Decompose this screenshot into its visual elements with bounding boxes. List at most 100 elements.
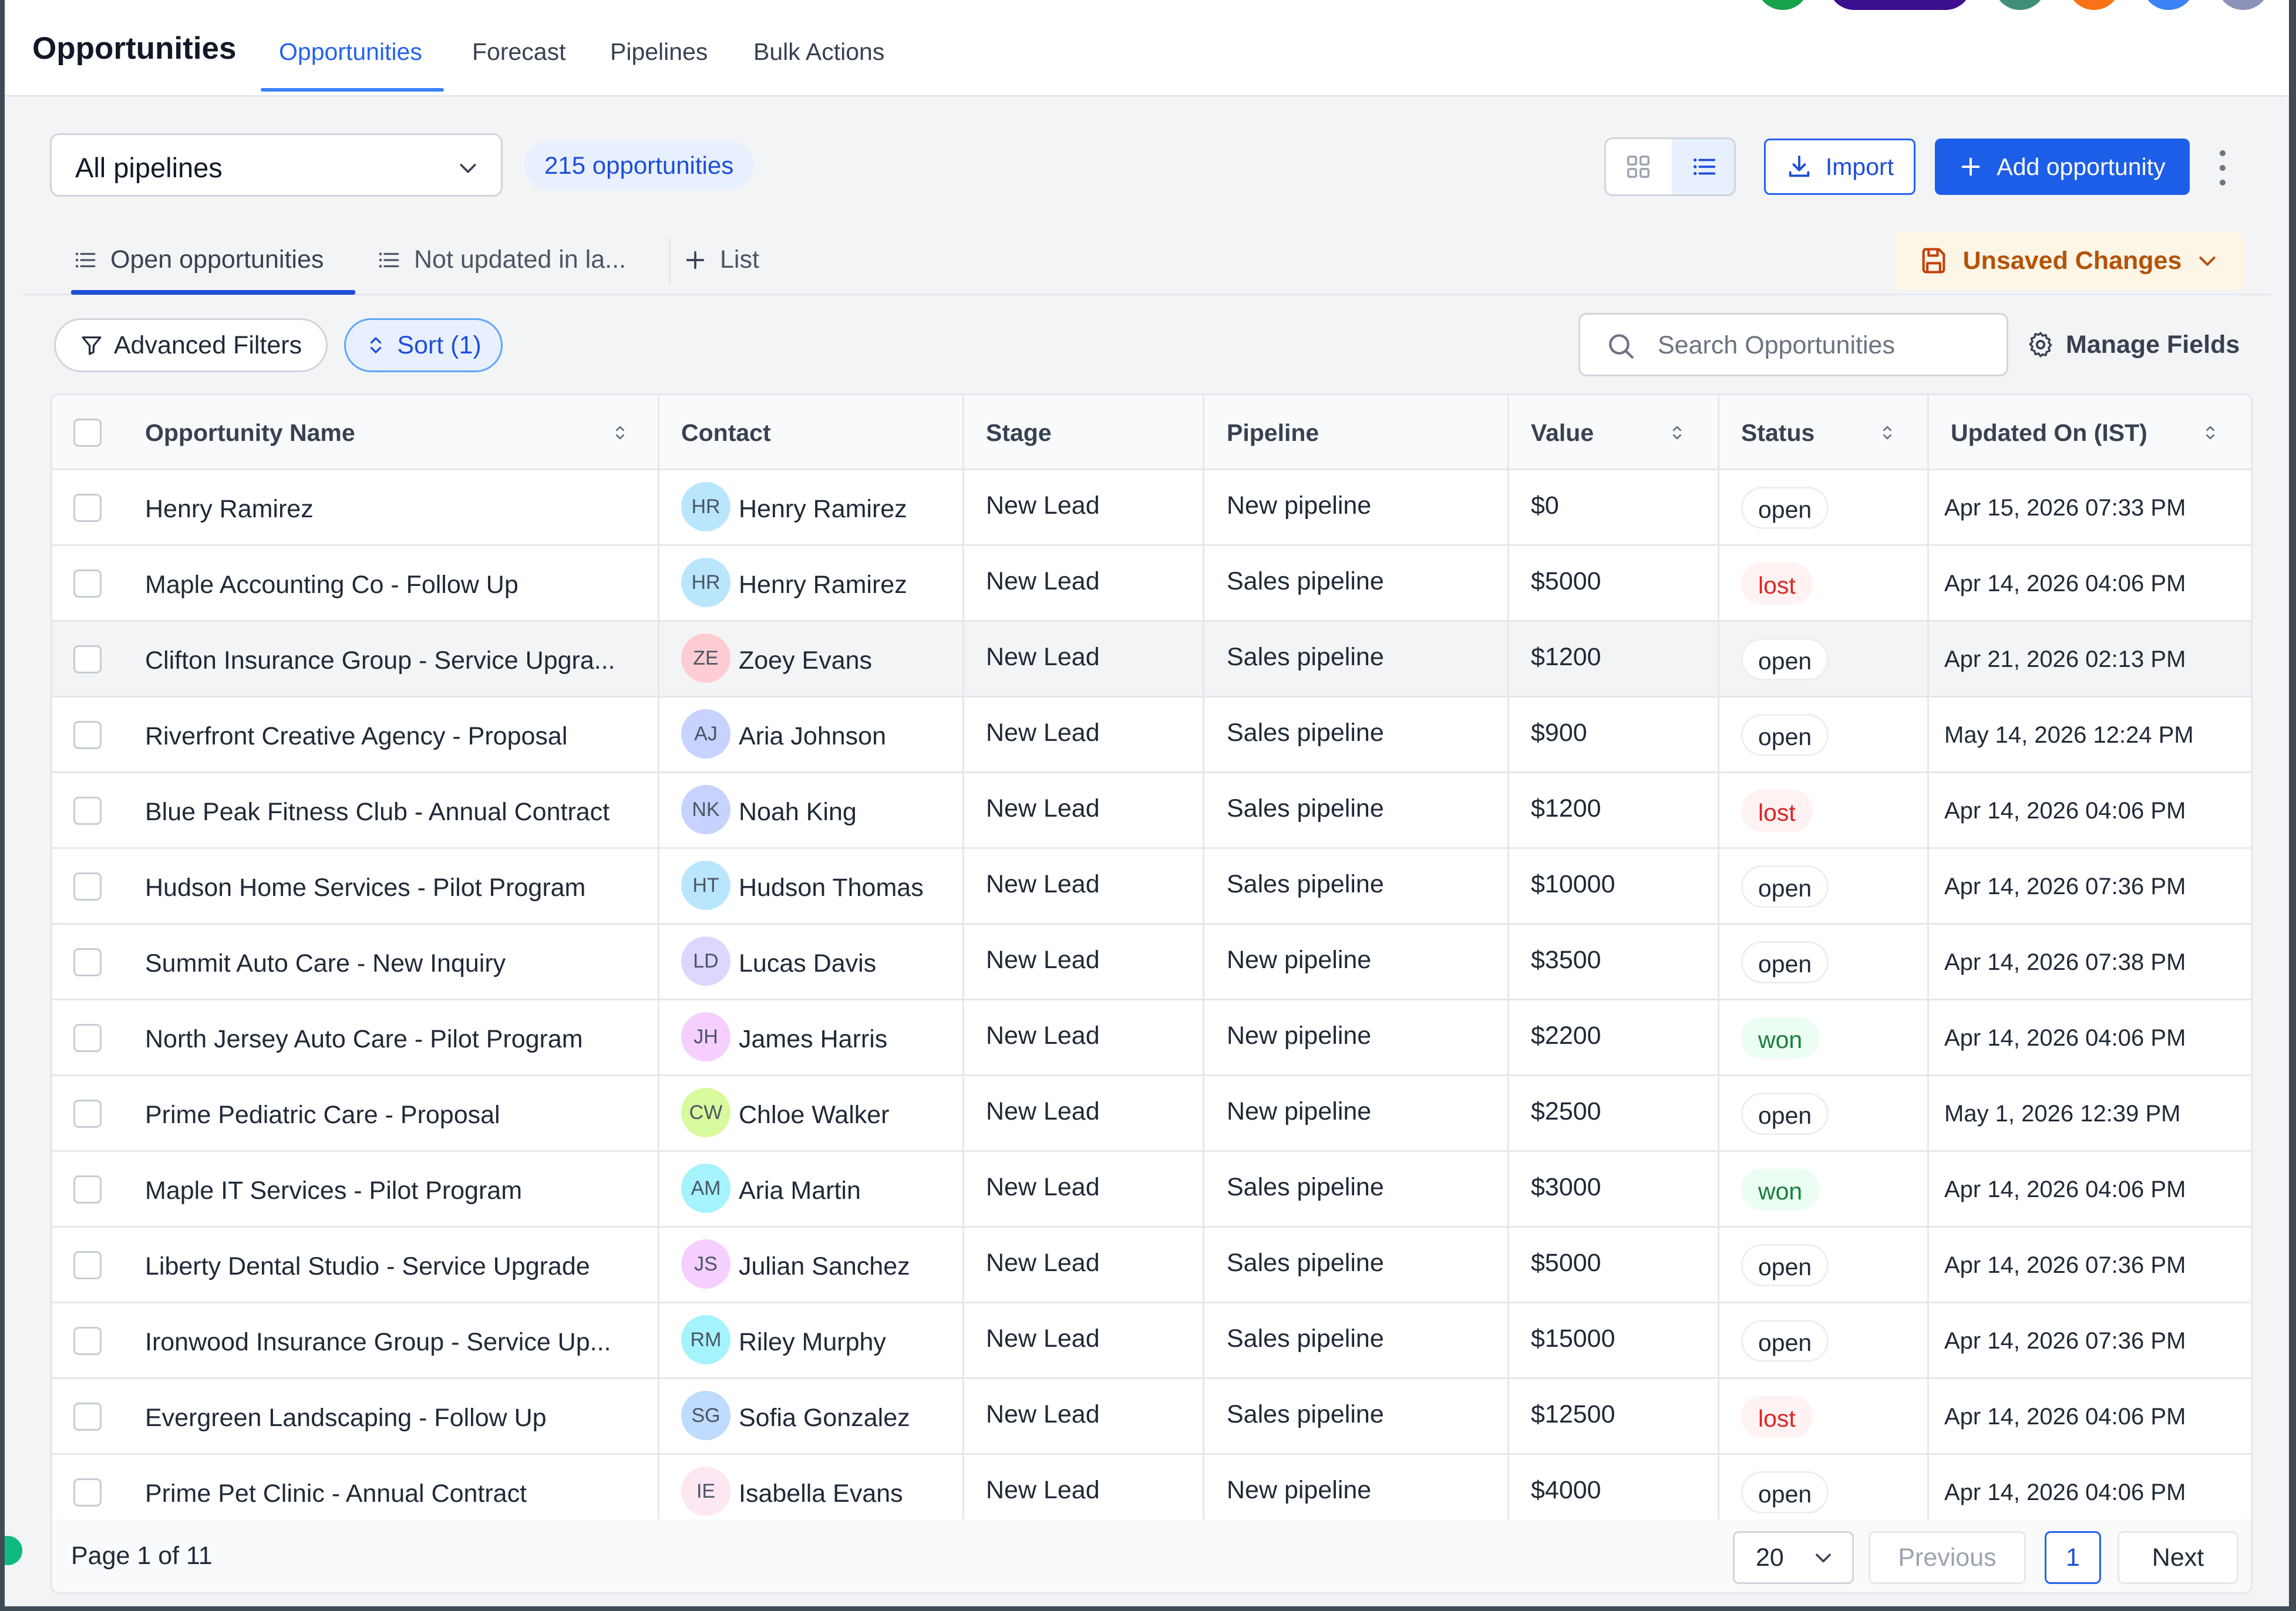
table-row[interactable]: Blue Peak Fitness Club - Annual Contract… [52,773,2251,849]
header-avatar[interactable] [2217,0,2270,10]
pipeline-select[interactable]: All pipelines [50,133,503,197]
row-checkbox[interactable] [73,1100,102,1128]
opportunity-name[interactable]: Blue Peak Fitness Club - Annual Contract [145,798,610,826]
contact-name[interactable]: Chloe Walker [739,1101,890,1129]
header-avatar[interactable] [1994,0,2046,10]
table-row[interactable]: Ironwood Insurance Group - Service Up...… [52,1303,2251,1379]
import-button[interactable]: Import [1764,139,1915,195]
column-header-status[interactable]: Status [1741,419,1815,446]
opportunity-name[interactable]: Riverfront Creative Agency - Proposal [145,722,568,750]
row-checkbox[interactable] [73,1327,102,1355]
list-view-button[interactable] [1672,139,1734,194]
advanced-filters-button[interactable]: Advanced Filters [54,318,328,372]
opportunity-name[interactable]: North Jersey Auto Care - Pilot Program [145,1025,583,1053]
list-tab-open-opportunities[interactable]: Open opportunities [73,245,324,274]
contact-name[interactable]: Riley Murphy [739,1328,886,1356]
opportunity-name[interactable]: Henry Ramirez [145,495,314,523]
list-tab-not-updated[interactable]: Not updated in la... [376,245,626,274]
grid-view-button[interactable] [1606,139,1670,194]
column-header-pipeline[interactable]: Pipeline [1227,419,1319,446]
contact-name[interactable]: Lucas Davis [739,949,877,978]
unsaved-changes-button[interactable]: Unsaved Changes [1893,231,2244,290]
table-row[interactable]: Prime Pet Clinic - Annual Contract IE Isab… [52,1455,2251,1531]
contact-name[interactable]: Isabella Evans [739,1479,903,1508]
contact-name[interactable]: Zoey Evans [739,646,873,675]
select-all-checkbox[interactable] [73,419,102,447]
tab-bulk-actions[interactable]: Bulk Actions [753,38,885,65]
sort-button[interactable]: Sort (1) [344,318,503,372]
row-checkbox[interactable] [73,872,102,901]
column-header-value[interactable]: Value [1531,419,1594,446]
contact-name[interactable]: Henry Ramirez [739,495,907,523]
more-options-icon[interactable] [2214,150,2231,186]
contact-name[interactable]: James Harris [739,1025,888,1053]
table-row[interactable]: Henry Ramirez HR Henry Ramirez New Lead New … [52,470,2251,546]
sort-toggle-icon[interactable] [2200,421,2220,444]
tab-pipelines[interactable]: Pipelines [610,38,708,65]
side-handle[interactable] [5,1536,22,1565]
header-avatar[interactable] [2068,0,2120,10]
updated-on: Apr 14, 2026 04:06 PM [1944,1177,2186,1202]
row-checkbox[interactable] [73,1251,102,1279]
opportunity-name[interactable]: Prime Pediatric Care - Proposal [145,1101,500,1129]
tab-forecast[interactable]: Forecast [472,38,566,65]
table-row[interactable]: Clifton Insurance Group - Service Upgra.… [52,622,2251,697]
table-row[interactable]: Evergreen Landscaping - Follow Up SG Sofia… [52,1379,2251,1455]
header-avatar[interactable] [1756,0,1809,10]
row-checkbox[interactable] [73,1024,102,1052]
contact-name[interactable]: Hudson Thomas [739,874,924,902]
opportunity-name[interactable]: Maple IT Services - Pilot Program [145,1177,523,1205]
previous-page-button[interactable]: Previous [1869,1531,2026,1584]
row-checkbox[interactable] [73,569,102,598]
row-checkbox[interactable] [73,494,102,522]
table-row[interactable]: Summit Auto Care - New Inquiry LD Lucas Da… [52,925,2251,1000]
add-list-button[interactable]: List [684,245,759,274]
contact-name[interactable]: Noah King [739,798,857,826]
header-badge[interactable] [1828,0,1972,10]
page-size-select[interactable]: 20 [1733,1531,1854,1584]
search-field[interactable] [1578,313,2008,376]
row-checkbox[interactable] [73,721,102,749]
table-row[interactable]: Hudson Home Services - Pilot Program HT Hu… [52,849,2251,925]
column-header-contact[interactable]: Contact [681,419,771,446]
row-checkbox[interactable] [73,645,102,673]
table-row[interactable]: North Jersey Auto Care - Pilot Program JH… [52,1000,2251,1076]
opportunity-name[interactable]: Summit Auto Care - New Inquiry [145,949,506,978]
opportunity-name[interactable]: Ironwood Insurance Group - Service Up... [145,1328,611,1356]
row-checkbox[interactable] [73,1175,102,1204]
contact-name[interactable]: Julian Sanchez [739,1252,910,1280]
header-avatar[interactable] [2142,0,2195,10]
table-row[interactable]: Maple IT Services - Pilot Program AM Aria … [52,1152,2251,1228]
column-header-opportunity-name[interactable]: Opportunity Name [145,419,355,446]
row-checkbox[interactable] [73,1403,102,1431]
row-checkbox[interactable] [73,797,102,825]
contact-name[interactable]: Sofia Gonzalez [739,1404,910,1432]
contact-name[interactable]: Henry Ramirez [739,571,907,599]
table-row[interactable]: Liberty Dental Studio - Service Upgrade J… [52,1228,2251,1303]
opportunity-name[interactable]: Maple Accounting Co - Follow Up [145,571,519,599]
contact-name[interactable]: Aria Martin [739,1177,861,1205]
row-checkbox[interactable] [73,948,102,976]
row-checkbox[interactable] [73,1478,102,1506]
opportunity-name[interactable]: Prime Pet Clinic - Annual Contract [145,1479,527,1508]
opportunity-name[interactable]: Hudson Home Services - Pilot Program [145,874,586,902]
opportunity-name[interactable]: Evergreen Landscaping - Follow Up [145,1404,547,1432]
sort-toggle-icon[interactable] [1877,421,1897,444]
sort-toggle-icon[interactable] [1667,421,1687,444]
column-header-stage[interactable]: Stage [986,419,1052,446]
manage-fields-button[interactable]: Manage Fields [2026,326,2240,363]
sort-toggle-icon[interactable] [610,421,630,444]
column-header-updated-on[interactable]: Updated On (IST) [1951,419,2147,446]
opportunity-name[interactable]: Clifton Insurance Group - Service Upgra.… [145,646,615,675]
current-page-button[interactable]: 1 [2045,1531,2101,1584]
chevron-down-icon [460,164,476,173]
search-input[interactable] [1658,328,1987,363]
table-row[interactable]: Maple Accounting Co - Follow Up HR Henry R… [52,546,2251,622]
tab-opportunities[interactable]: Opportunities [279,38,422,65]
opportunity-name[interactable]: Liberty Dental Studio - Service Upgrade [145,1252,590,1280]
table-row[interactable]: Riverfront Creative Agency - Proposal AJ A… [52,697,2251,773]
next-page-button[interactable]: Next [2117,1531,2238,1584]
table-row[interactable]: Prime Pediatric Care - Proposal CW Chloe W… [52,1076,2251,1152]
contact-name[interactable]: Aria Johnson [739,722,886,750]
add-opportunity-button[interactable]: Add opportunity [1935,139,2190,195]
